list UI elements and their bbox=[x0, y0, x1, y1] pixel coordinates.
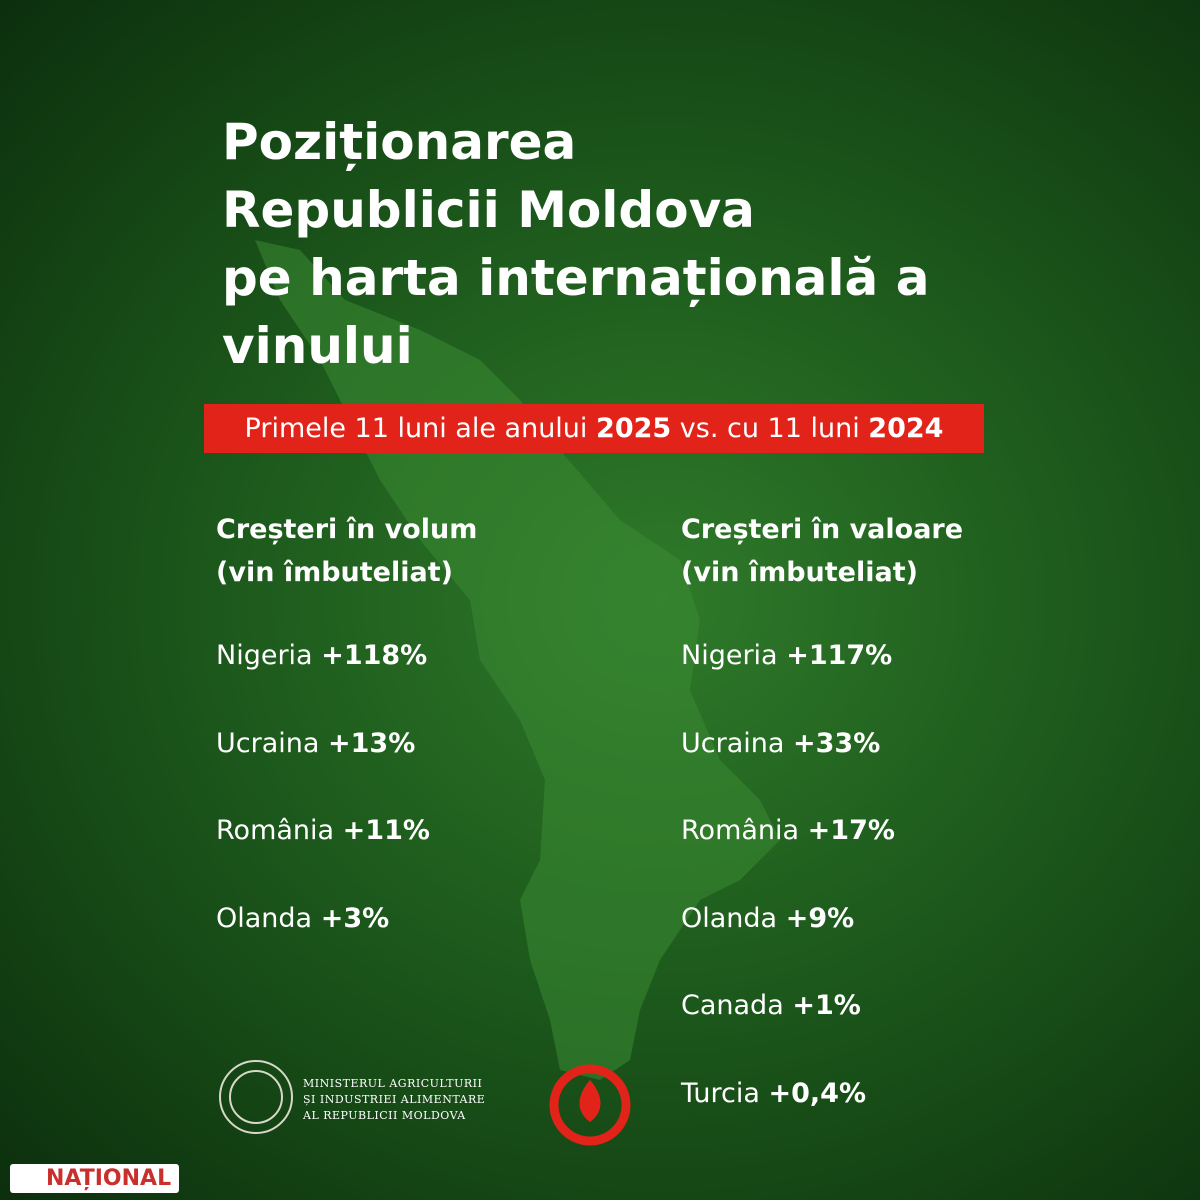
country-row: Nigeria +118% bbox=[216, 640, 427, 671]
growth-value: +3% bbox=[320, 902, 390, 934]
ministry-emblem bbox=[219, 1060, 293, 1134]
country-name: Olanda bbox=[216, 902, 313, 934]
country-row: Nigeria +117% bbox=[681, 640, 892, 671]
subtitle-text: Primele 11 luni ale anului bbox=[244, 413, 588, 444]
subtitle-text: vs. cu 11 luni bbox=[679, 413, 860, 444]
column-heading: (vin îmbuteliat) bbox=[681, 557, 918, 588]
subtitle-bar: Primele 11 luni ale anului 2025 vs. cu 1… bbox=[204, 404, 984, 453]
growth-value: +13% bbox=[328, 727, 416, 759]
column-heading: Creșteri în volum bbox=[216, 514, 478, 545]
country-row: România +17% bbox=[681, 815, 895, 846]
country-row: Olanda +3% bbox=[216, 903, 389, 934]
column: Creșteri în volum (vin îmbuteliat) Nigeria… bbox=[216, 508, 478, 934]
country-row: Ucraina +33% bbox=[681, 728, 880, 759]
growth-value: +9% bbox=[785, 902, 855, 934]
column-heading: Creșteri în valoare bbox=[681, 514, 964, 545]
subtitle-year: 2025 bbox=[596, 413, 672, 444]
column: Creșteri în valoare (vin îmbuteliat) Niger… bbox=[681, 508, 964, 1109]
growth-value: +117% bbox=[786, 640, 893, 671]
country-name: România bbox=[681, 815, 800, 846]
title: Poziționarea Republicii Moldova pe harta i… bbox=[222, 108, 929, 380]
subtitle-year: 2024 bbox=[868, 413, 944, 444]
growth-value: +118% bbox=[321, 640, 428, 671]
country-row: România +11% bbox=[216, 815, 430, 846]
ministry-line: ȘI INDUSTRIEI ALIMENTARE bbox=[303, 1093, 486, 1106]
ministry-line: MINISTERUL AGRICULTURII bbox=[303, 1077, 483, 1090]
country-name: România bbox=[216, 815, 335, 846]
growth-value: +0,4% bbox=[768, 1077, 867, 1109]
column-heading: (vin îmbuteliat) bbox=[216, 557, 453, 588]
ministry-name: MINISTERUL AGRICULTURII ȘI INDUSTRIEI ALI… bbox=[303, 1076, 485, 1124]
country-name: Turcia bbox=[681, 1077, 760, 1109]
title-line: vinului bbox=[222, 317, 413, 375]
country-row: Ucraina +13% bbox=[216, 728, 415, 759]
watermark: NAȚIONAL bbox=[10, 1164, 180, 1193]
title-line: Poziționarea bbox=[222, 113, 577, 171]
country-name: Canada bbox=[681, 990, 784, 1021]
growth-value: +1% bbox=[792, 990, 861, 1021]
wine-logo bbox=[549, 1064, 631, 1146]
growth-value: +11% bbox=[342, 815, 430, 846]
growth-value: +33% bbox=[793, 727, 881, 759]
title-line: Republicii Moldova bbox=[222, 181, 755, 239]
growth-value: +17% bbox=[807, 815, 895, 846]
country-name: Nigeria bbox=[681, 640, 778, 671]
country-name: Ucraina bbox=[216, 727, 320, 759]
ministry-line: AL REPUBLICII MOLDOVA bbox=[303, 1109, 466, 1122]
country-name: Ucraina bbox=[681, 727, 785, 759]
country-row: Turcia +0,4% bbox=[681, 1078, 866, 1109]
title-line: pe harta internațională a bbox=[222, 249, 930, 307]
country-row: Olanda +9% bbox=[681, 903, 854, 934]
country-name: Olanda bbox=[681, 902, 778, 934]
country-name: Nigeria bbox=[216, 640, 313, 671]
country-row: Canada +1% bbox=[681, 990, 861, 1021]
